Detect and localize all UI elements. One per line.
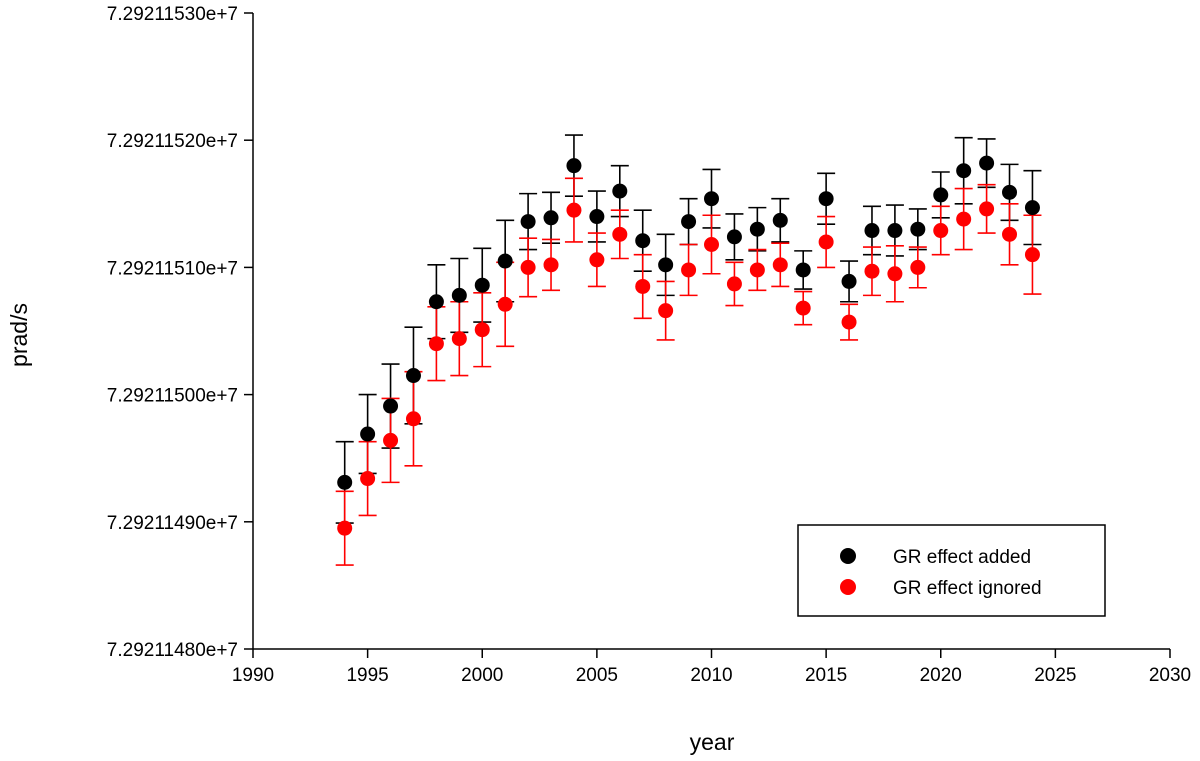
data-point-gr-ignored	[428, 336, 444, 352]
y-tick-label: 7.29211480e+7	[107, 640, 238, 661]
data-point-gr-added	[405, 368, 421, 384]
data-point-gr-added	[658, 257, 674, 273]
data-point-gr-ignored	[360, 471, 376, 487]
data-point-gr-added	[612, 183, 628, 199]
data-point-gr-added	[474, 277, 490, 293]
y-tick-label: 7.29211520e+7	[107, 131, 238, 152]
data-point-gr-added	[841, 273, 857, 289]
legend-marker-gr-ignored	[840, 579, 856, 595]
data-point-gr-ignored	[772, 257, 788, 273]
data-point-gr-ignored	[704, 237, 719, 253]
data-point-gr-ignored	[1024, 247, 1040, 263]
data-point-gr-ignored	[956, 211, 972, 227]
data-point-gr-ignored	[749, 262, 765, 278]
data-point-gr-ignored	[405, 411, 421, 427]
data-point-gr-added	[1002, 184, 1018, 200]
data-point-gr-ignored	[910, 259, 926, 275]
x-tick-label: 2025	[1034, 665, 1076, 686]
data-point-gr-added	[566, 158, 582, 174]
data-point-gr-added	[887, 223, 903, 239]
data-point-gr-added	[704, 191, 719, 207]
data-point-gr-added	[749, 221, 765, 237]
y-axis-title: prad/s	[6, 303, 32, 367]
data-point-gr-added	[635, 233, 651, 249]
x-tick-label: 2020	[920, 665, 962, 686]
x-tick-label: 2010	[690, 665, 732, 686]
data-point-gr-ignored	[635, 278, 651, 294]
data-point-gr-ignored	[612, 226, 628, 242]
data-point-gr-ignored	[566, 202, 582, 218]
data-point-gr-ignored	[933, 223, 949, 239]
data-point-gr-ignored	[474, 322, 490, 338]
data-point-gr-ignored	[497, 296, 513, 312]
data-point-gr-added	[497, 253, 513, 269]
data-point-gr-ignored	[818, 234, 834, 250]
data-point-gr-added	[520, 214, 536, 230]
data-point-gr-ignored	[726, 276, 742, 292]
x-axis-title: year	[690, 729, 735, 755]
legend-label-gr-added: GR effect added	[893, 547, 1031, 568]
legend: GR effect added GR effect ignored	[797, 524, 1106, 617]
x-tick-label: 2030	[1149, 665, 1191, 686]
points	[337, 155, 1040, 536]
data-point-gr-ignored	[681, 262, 697, 278]
x-tick-label: 1990	[232, 665, 274, 686]
axes: 1990 1995 2000 2005 2010 2015 2020 2025 2030 7.29…	[107, 4, 1191, 686]
data-point-gr-added	[933, 187, 949, 203]
data-point-gr-ignored	[658, 303, 674, 319]
data-point-gr-added	[543, 210, 559, 226]
legend-box	[797, 524, 1106, 617]
data-point-gr-ignored	[1002, 226, 1018, 242]
data-point-gr-added	[795, 262, 811, 278]
x-tick-label: 2005	[576, 665, 618, 686]
data-point-gr-ignored	[337, 520, 353, 536]
data-point-gr-ignored	[589, 252, 605, 268]
x-tick-label: 2015	[805, 665, 847, 686]
x-tick-label: 2000	[461, 665, 503, 686]
legend-marker-gr-added	[840, 548, 856, 564]
data-point-gr-added	[337, 474, 353, 490]
legend-label-gr-ignored: GR effect ignored	[893, 578, 1042, 599]
data-point-gr-added	[956, 163, 972, 179]
data-point-gr-added	[818, 191, 834, 207]
data-point-gr-ignored	[543, 257, 559, 273]
y-tick-label: 7.29211500e+7	[107, 386, 238, 407]
data-point-gr-added	[1024, 200, 1040, 216]
y-tick-label: 7.29211530e+7	[107, 4, 238, 25]
data-point-gr-added	[979, 155, 995, 171]
data-point-gr-ignored	[887, 266, 903, 282]
data-point-gr-ignored	[795, 300, 811, 316]
x-tick-label: 1995	[346, 665, 388, 686]
data-point-gr-added	[681, 214, 697, 230]
data-point-gr-ignored	[383, 432, 399, 448]
data-point-gr-ignored	[451, 331, 467, 347]
data-point-gr-ignored	[841, 314, 857, 330]
data-point-gr-added	[428, 294, 444, 310]
data-point-gr-added	[589, 209, 605, 225]
data-point-gr-ignored	[979, 201, 995, 217]
data-point-gr-added	[772, 212, 788, 228]
data-point-gr-added	[383, 398, 399, 414]
data-point-gr-added	[864, 223, 880, 239]
data-point-gr-added	[451, 287, 467, 303]
data-point-gr-added	[726, 229, 742, 245]
data-point-gr-added	[360, 426, 376, 442]
data-point-gr-added	[910, 221, 926, 237]
y-tick-label: 7.29211510e+7	[107, 258, 238, 279]
data-point-gr-ignored	[864, 263, 880, 279]
data-point-gr-ignored	[520, 259, 536, 275]
y-tick-label: 7.29211490e+7	[107, 513, 238, 534]
